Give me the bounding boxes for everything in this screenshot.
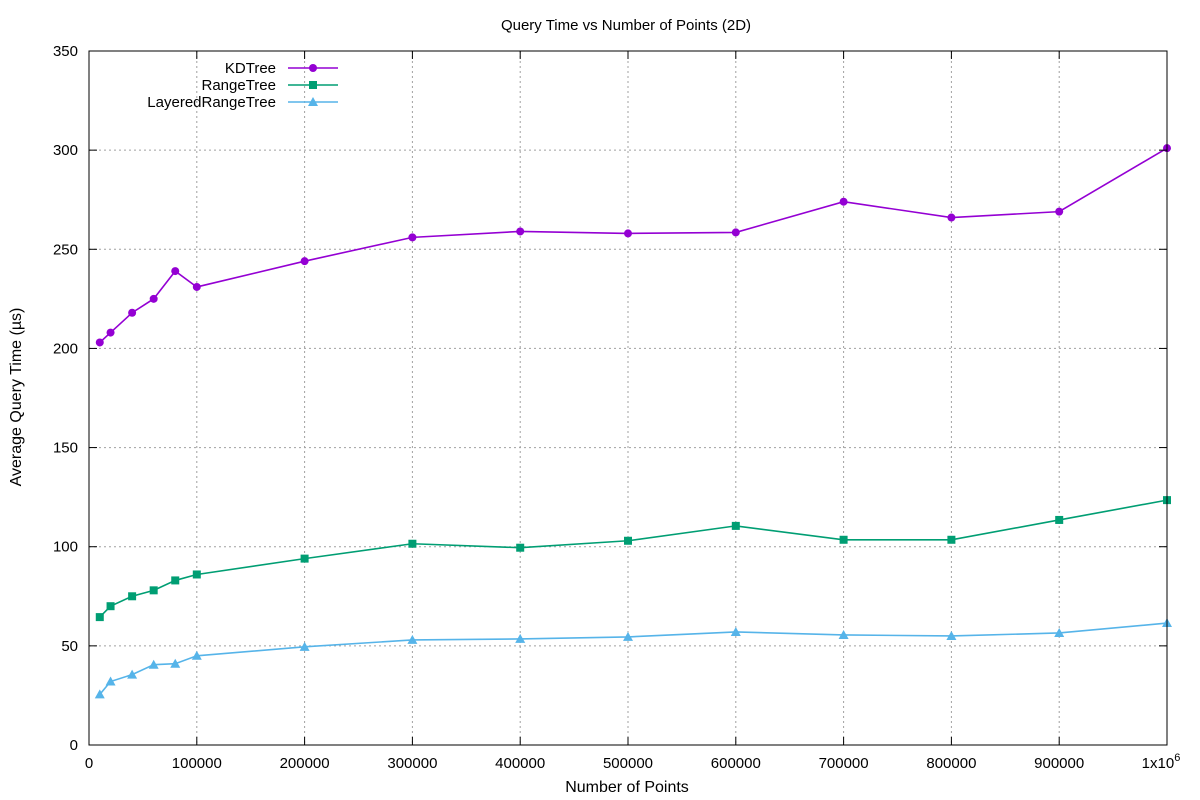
x-axis-title: Number of Points — [565, 779, 689, 796]
x-tick-label: 200000 — [280, 755, 330, 772]
data-point-rangetree — [731, 521, 740, 530]
data-point-layeredrangetree — [838, 629, 849, 639]
y-tick-label: 200 — [53, 340, 78, 357]
data-point-kdtree — [624, 229, 632, 238]
legend-label-layeredrangetree: LayeredRangeTree — [147, 94, 276, 111]
data-point-rangetree — [128, 592, 137, 601]
x-tick-label: 800000 — [926, 755, 976, 772]
series-kdtree — [95, 144, 1171, 347]
legend-label-rangetree: RangeTree — [202, 77, 277, 94]
y-tick-label: 150 — [53, 440, 78, 457]
data-point-rangetree — [106, 602, 115, 611]
data-point-kdtree — [192, 282, 201, 291]
x-tick-label: 1x106 — [1142, 752, 1181, 772]
data-point-layeredrangetree — [191, 650, 202, 660]
data-point-layeredrangetree — [1054, 627, 1065, 637]
data-point-rangetree — [95, 613, 104, 622]
axis-ticks: 0 50 100 150 200 250 300 350 0 100000 200000 300000… — [53, 43, 1180, 772]
data-point-rangetree — [171, 576, 180, 585]
legend-marker-rangetree — [309, 81, 317, 89]
x-tick-exponent: 6 — [1174, 752, 1180, 764]
data-point-layeredrangetree — [127, 669, 138, 679]
data-point-kdtree — [408, 233, 417, 242]
data-point-rangetree — [192, 570, 201, 579]
x-tick-label: 700000 — [819, 755, 869, 772]
data-point-layeredrangetree — [730, 626, 741, 636]
data-point-kdtree — [128, 308, 137, 317]
data-point-layeredrangetree — [946, 630, 957, 640]
y-tick-label: 300 — [53, 142, 78, 159]
data-point-kdtree — [839, 197, 848, 206]
y-tick-label: 250 — [53, 241, 78, 258]
data-point-kdtree — [947, 213, 956, 222]
y-axis-title: Average Query Time (µs) — [8, 308, 25, 487]
data-point-kdtree — [300, 257, 309, 266]
x-tick-label: 600000 — [711, 755, 761, 772]
data-point-layeredrangetree — [299, 641, 310, 651]
data-point-rangetree — [149, 586, 158, 595]
data-point-kdtree — [516, 227, 525, 236]
data-point-kdtree — [149, 294, 158, 303]
x-tick-label: 500000 — [603, 755, 653, 772]
data-point-layeredrangetree — [515, 633, 526, 643]
y-tick-label: 0 — [70, 737, 78, 754]
data-point-kdtree — [731, 228, 740, 237]
legend-label-kdtree: KDTree — [225, 60, 276, 77]
data-point-layeredrangetree — [94, 689, 105, 699]
legend-marker-layeredrangetree — [308, 97, 318, 106]
legend-marker-kdtree — [309, 64, 317, 72]
data-point-layeredrangetree — [407, 634, 418, 644]
y-tick-label: 100 — [53, 539, 78, 556]
series-layeredrangetree — [94, 618, 1172, 699]
data-point-layeredrangetree — [623, 631, 633, 641]
data-point-kdtree — [171, 267, 180, 276]
data-point-rangetree — [1055, 515, 1064, 524]
data-point-kdtree — [106, 328, 115, 337]
x-tick-label: 0 — [85, 755, 93, 772]
chart-title: Query Time vs Number of Points (2D) — [501, 17, 751, 34]
grid — [89, 51, 1167, 745]
data-point-rangetree — [408, 539, 417, 548]
x-tick-label: 100000 — [172, 755, 222, 772]
data-point-rangetree — [947, 535, 956, 544]
data-point-rangetree — [839, 535, 848, 544]
data-point-rangetree — [300, 554, 309, 563]
x-tick-label: 300000 — [387, 755, 437, 772]
x-tick-label: 900000 — [1034, 755, 1084, 772]
data-point-rangetree — [624, 536, 632, 545]
data-point-kdtree — [1055, 207, 1064, 216]
data-point-layeredrangetree — [148, 659, 159, 669]
data-point-rangetree — [516, 543, 525, 552]
data-point-layeredrangetree — [170, 658, 181, 668]
x-tick-label: 400000 — [495, 755, 545, 772]
y-tick-label: 350 — [53, 43, 78, 60]
y-tick-label: 50 — [61, 638, 78, 655]
data-point-layeredrangetree — [105, 676, 116, 686]
data-point-kdtree — [95, 338, 104, 347]
